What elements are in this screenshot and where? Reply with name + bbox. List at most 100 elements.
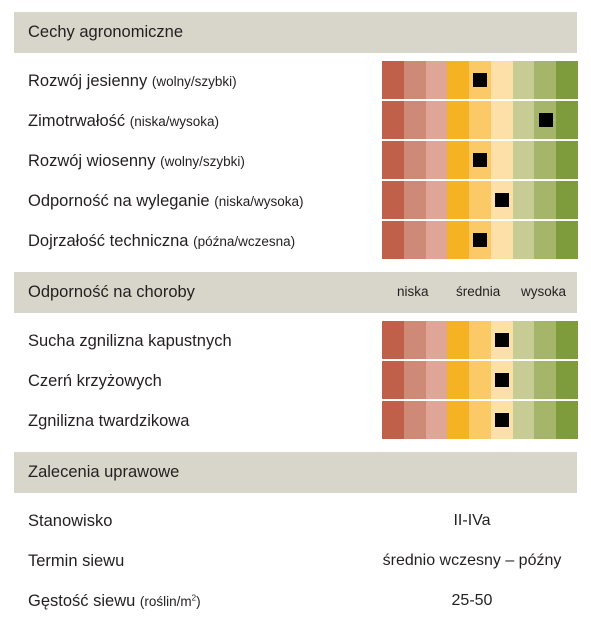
scale-cell [490, 221, 513, 259]
rec-label-text: Termin siewu [28, 552, 125, 570]
scale-cell [512, 141, 535, 179]
scale-cell [403, 101, 426, 139]
rating-scale-lodging-resistance [382, 181, 579, 219]
scale-cell [556, 101, 579, 139]
trait-name: Odporność na wyleganie [28, 192, 210, 210]
scale-cell [447, 101, 470, 139]
scale-cell [403, 141, 426, 179]
trait-hint: (późna/wczesna) [193, 234, 296, 249]
rec-label-text: Gęstość siewu [28, 592, 136, 610]
scale-cell [512, 101, 535, 139]
rating-scale-technical-maturity [382, 221, 579, 259]
disease-label-blackleg: Sucha zgnilizna kapustnych [28, 332, 232, 351]
scale-cell [447, 401, 470, 439]
scale-cell [403, 361, 426, 399]
rating-scale-autumn-development [382, 61, 579, 99]
trait-hint: (wolny/szybki) [151, 74, 237, 89]
rec-hint: (roślin/m2) [139, 594, 201, 610]
scale-cell [490, 141, 513, 179]
scale-cell [425, 141, 448, 179]
scale-cell [469, 401, 491, 439]
scale-cell [447, 321, 470, 359]
scale-cell [534, 61, 557, 99]
rating-marker [494, 413, 509, 427]
scale-caption-low: niska [397, 284, 429, 299]
trait-label-spring-development: Rozwój wiosenny (wolny/szybki) [28, 152, 245, 171]
scale-cell [556, 141, 579, 179]
cultivation-recommendations-title: Zalecenia uprawowe [28, 463, 180, 481]
disease-name: Zgnilizna twardzikowa [28, 412, 190, 430]
trait-hint: (niska/wysoka) [129, 114, 220, 129]
scale-cell [382, 101, 404, 139]
scale-cell [556, 181, 579, 219]
rec-value-sowing-density: 25-50 [451, 592, 493, 609]
rating-scale-sclerotinia [382, 401, 579, 439]
scale-cell [382, 361, 404, 399]
scale-cell [512, 221, 535, 259]
rec-label-sowing-date: Termin siewu [28, 552, 124, 571]
trait-hint: (wolny/szybki) [160, 154, 245, 169]
rating-marker [494, 333, 509, 347]
scale-cell [469, 361, 491, 399]
rating-marker [494, 193, 509, 207]
trait-name: Zimotrwałość [28, 112, 126, 130]
scale-cell [382, 321, 404, 359]
disease-resistance-title: Odporność na choroby [28, 283, 195, 301]
disease-name: Sucha zgnilizna kapustnych [28, 332, 232, 350]
rating-marker [473, 153, 487, 167]
scale-cell [425, 61, 448, 99]
scale-caption-high: wysoka [521, 284, 567, 299]
scale-caption-medium: średnia [456, 284, 501, 299]
disease-name: Czerń krzyżowych [28, 372, 162, 390]
scale-cell [534, 181, 557, 219]
scale-cell [382, 401, 404, 439]
rec-value-site: II-IVa [453, 512, 491, 529]
scale-cell [556, 61, 579, 99]
scale-cell [425, 181, 448, 219]
scale-cell [403, 321, 426, 359]
scale-cell [447, 361, 470, 399]
scale-cell [469, 321, 491, 359]
rating-scale-alternaria [382, 361, 579, 399]
disease-label-alternaria: Czerń krzyżowych [28, 372, 162, 391]
rec-hint-text: (roślin/m [139, 594, 192, 609]
trait-hint: (niska/wysoka) [214, 194, 304, 209]
scale-cell [425, 321, 448, 359]
scale-cell [447, 221, 470, 259]
rating-marker [494, 373, 509, 387]
trait-label-technical-maturity: Dojrzałość techniczna (późna/wczesna) [28, 232, 295, 251]
rec-label-text: Stanowisko [28, 512, 113, 530]
scale-cell [425, 101, 448, 139]
scale-cell [556, 401, 579, 439]
rating-marker [539, 113, 554, 127]
scale-cell [469, 181, 491, 219]
rec-value-sowing-date: średnio wczesny – późny [382, 552, 562, 569]
trait-label-lodging-resistance: Odporność na wyleganie (niska/wysoka) [28, 192, 304, 211]
scale-cell [490, 101, 513, 139]
rating-marker [473, 233, 487, 247]
scale-cell [382, 181, 404, 219]
agronomic-traits-title: Cechy agronomiczne [28, 23, 183, 41]
disease-resistance-header: Odporność na choroby [14, 272, 577, 313]
scale-cell [556, 221, 579, 259]
scale-cell [382, 221, 404, 259]
rec-label-site: Stanowisko [28, 512, 112, 531]
scale-cell [512, 61, 535, 99]
scale-cell [512, 321, 535, 359]
scale-cell [534, 321, 557, 359]
scale-cell [403, 401, 426, 439]
rating-scale-winter-hardiness [382, 101, 579, 139]
agronomic-traits-header: Cechy agronomiczne [14, 12, 577, 53]
scale-cell [425, 361, 448, 399]
trait-name: Rozwój wiosenny [28, 152, 156, 170]
scale-cell [534, 401, 557, 439]
scale-cell [425, 401, 448, 439]
rec-hint-close: ) [196, 594, 201, 609]
scale-cell [382, 141, 404, 179]
cultivation-recommendations-header: Zalecenia uprawowe [14, 452, 577, 493]
scale-cell [403, 61, 426, 99]
scale-cell [512, 181, 535, 219]
trait-label-winter-hardiness: Zimotrwałość (niska/wysoka) [28, 112, 219, 131]
scale-cell [403, 181, 426, 219]
trait-name: Dojrzałość techniczna [28, 232, 189, 250]
